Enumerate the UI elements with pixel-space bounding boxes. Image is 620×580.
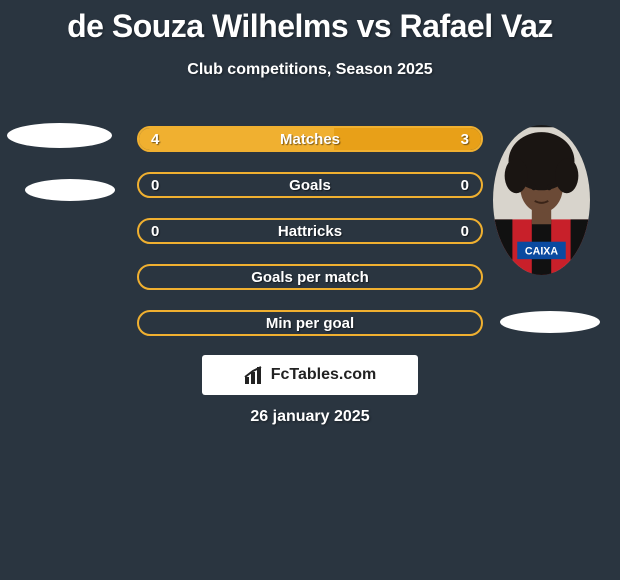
bar-label: Matches	[280, 131, 340, 148]
bar-value-left: 0	[151, 223, 159, 240]
bar-fill-right	[334, 128, 481, 150]
bar-row-goals: 0 Goals 0	[137, 172, 483, 198]
bar-label: Goals per match	[251, 269, 369, 286]
bar-value-right: 0	[461, 223, 469, 240]
bar-row-hattricks: 0 Hattricks 0	[137, 218, 483, 244]
avatar-right: CAIXA	[493, 125, 590, 275]
stat-bars: 4 Matches 3 0 Goals 0 0 Hattricks 0 Goal…	[137, 126, 483, 356]
bar-value-left: 4	[151, 131, 159, 148]
bar-label: Hattricks	[278, 223, 342, 240]
bar-value-right: 3	[461, 131, 469, 148]
player-photo-svg: CAIXA	[493, 125, 590, 275]
avatar-left-placeholder-top	[7, 123, 112, 148]
bar-row-goals-per-match: Goals per match	[137, 264, 483, 290]
page-title: de Souza Wilhelms vs Rafael Vaz	[0, 0, 620, 45]
bar-label: Goals	[289, 177, 331, 194]
bar-label: Min per goal	[266, 315, 354, 332]
bar-row-matches: 4 Matches 3	[137, 126, 483, 152]
avatar-right-placeholder-bottom	[500, 311, 600, 333]
footer-date: 26 january 2025	[0, 408, 620, 426]
avatar-left-placeholder-bottom	[25, 179, 115, 201]
svg-text:CAIXA: CAIXA	[525, 245, 558, 257]
bars-icon	[244, 365, 266, 385]
bar-value-left: 0	[151, 177, 159, 194]
subtitle: Club competitions, Season 2025	[0, 61, 620, 79]
bar-value-right: 0	[461, 177, 469, 194]
footer-brand[interactable]: FcTables.com	[202, 355, 418, 395]
footer-brand-text: FcTables.com	[271, 366, 377, 384]
bar-row-min-per-goal: Min per goal	[137, 310, 483, 336]
